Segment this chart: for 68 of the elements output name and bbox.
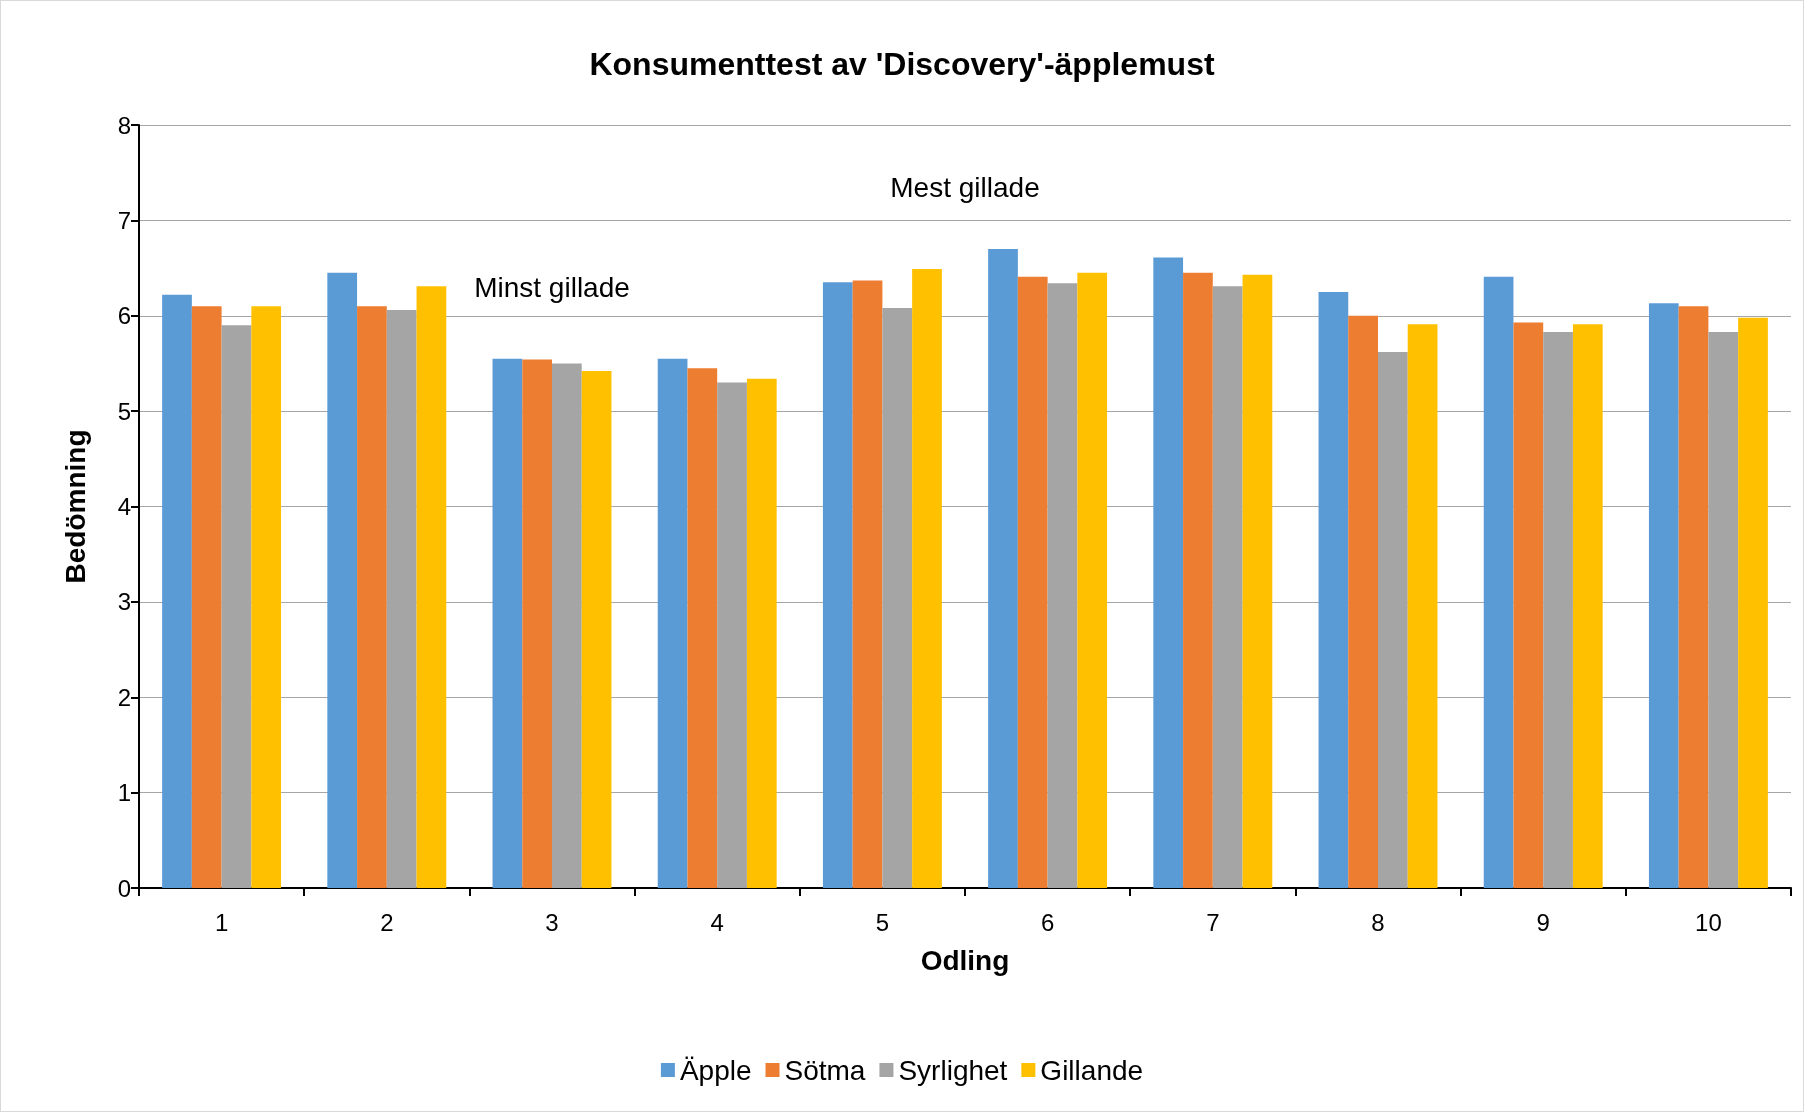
x-tick-label: 9 <box>1536 908 1550 936</box>
bar <box>1678 306 1709 888</box>
bar <box>822 282 853 888</box>
bar <box>1077 272 1108 888</box>
annotation: Minst gillade <box>474 271 630 303</box>
x-tick-label: 2 <box>380 908 394 936</box>
x-tick-label: 4 <box>710 908 724 936</box>
y-tick-label: 5 <box>117 397 131 425</box>
y-tick-label: 3 <box>117 588 131 616</box>
bar <box>1708 331 1739 888</box>
bar <box>1183 272 1213 888</box>
bar <box>1047 283 1078 888</box>
bar <box>1513 322 1544 888</box>
bar <box>1543 331 1573 888</box>
x-tick-label: 6 <box>1040 908 1055 936</box>
bar <box>552 363 582 888</box>
bar <box>746 378 777 888</box>
bar <box>191 306 222 888</box>
bar <box>882 308 913 888</box>
bar <box>522 359 552 888</box>
bar <box>357 306 387 888</box>
y-tick-label: 6 <box>117 302 131 330</box>
y-tick-label: 2 <box>117 683 131 711</box>
bar <box>492 358 523 888</box>
x-tick-label: 5 <box>875 908 890 936</box>
legend-label: Syrlighet <box>898 1054 1008 1086</box>
x-tick-label: 1 <box>214 908 229 936</box>
y-tick-label: 4 <box>117 493 131 520</box>
x-tick-label: 8 <box>1371 908 1385 936</box>
bar <box>327 272 358 888</box>
y-tick-label: 1 <box>117 779 131 807</box>
y-tick-label: 7 <box>117 206 131 234</box>
x-tick-label: 7 <box>1206 908 1220 936</box>
annotation: Mest gillade <box>890 171 1040 203</box>
bar <box>1407 324 1438 888</box>
bar <box>1348 315 1378 888</box>
bar <box>251 306 282 888</box>
x-tick-label: 10 <box>1695 908 1722 936</box>
x-axis-title: Odling <box>920 944 1010 976</box>
bar <box>1153 257 1184 888</box>
bar <box>988 248 1018 888</box>
bar <box>717 382 747 888</box>
bar <box>581 371 612 888</box>
bar <box>1017 276 1048 888</box>
bar <box>1738 317 1768 888</box>
y-axis-title: Bedömning <box>59 429 91 584</box>
bar <box>1318 291 1349 888</box>
legend-label: Gillande <box>1040 1054 1144 1086</box>
bar <box>1378 351 1408 888</box>
bar <box>386 310 417 888</box>
bar <box>1242 274 1273 888</box>
bar <box>416 286 447 888</box>
bar <box>657 358 688 888</box>
bar <box>162 294 192 888</box>
bar <box>1212 286 1243 888</box>
bar <box>912 269 942 888</box>
y-tick-label: 0 <box>117 874 131 902</box>
bar <box>1648 303 1679 888</box>
chart-title: Konsumenttest av 'Discovery'-äpplemust <box>589 46 1215 82</box>
y-tick-label: 8 <box>117 111 131 139</box>
bar <box>852 280 883 888</box>
bar <box>687 368 718 888</box>
legend-label: Sötma <box>784 1054 866 1086</box>
x-tick-label: 3 <box>545 908 559 936</box>
bar <box>1483 276 1514 888</box>
legend-label: Äpple <box>679 1054 752 1086</box>
bar <box>1572 324 1603 888</box>
bar <box>221 325 252 888</box>
